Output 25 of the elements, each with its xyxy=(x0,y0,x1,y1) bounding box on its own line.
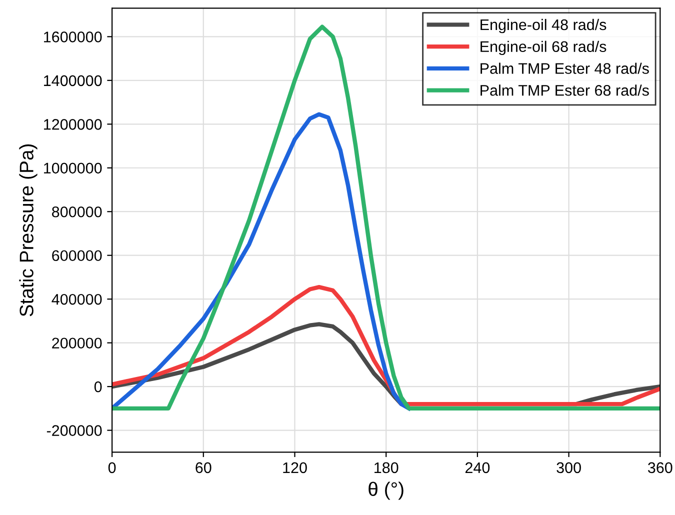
y-tick-label: 600000 xyxy=(52,250,102,262)
legend-label: Engine-oil 68 rad/s xyxy=(480,40,606,56)
y-tick-label: 1000000 xyxy=(44,162,102,174)
x-tick-label: 180 xyxy=(374,462,398,474)
x-tick-label: 360 xyxy=(648,462,672,474)
y-tick-label: 800000 xyxy=(52,206,102,218)
y-tick-label: 1400000 xyxy=(44,75,102,86)
legend-label: Palm TMP Ester 48 rad/s xyxy=(480,62,649,74)
x-tick-label: 0 xyxy=(108,462,116,474)
y-tick-label: 1200000 xyxy=(44,119,102,130)
line-series xyxy=(112,112,412,411)
y-axis-title: Static Pressure (Pa) xyxy=(19,144,38,316)
y-tick-label: 1600000 xyxy=(44,32,102,42)
x-tick-label: 240 xyxy=(465,462,490,474)
line-series xyxy=(112,284,660,406)
y-tick-label: -200000 xyxy=(46,425,102,436)
y-tick-label: 200000 xyxy=(52,338,102,349)
x-tick-label: 120 xyxy=(283,462,307,474)
y-tick-label: 0 xyxy=(94,381,102,392)
x-axis-title: θ (°) xyxy=(368,482,404,500)
legend-label: Engine-oil 48 rad/s xyxy=(480,18,606,34)
x-tick-label: 300 xyxy=(556,462,581,474)
legend-label: Palm TMP Ester 68 rad/s xyxy=(480,84,649,96)
y-tick-label: 400000 xyxy=(52,294,102,305)
x-tick-label: 60 xyxy=(196,462,212,474)
